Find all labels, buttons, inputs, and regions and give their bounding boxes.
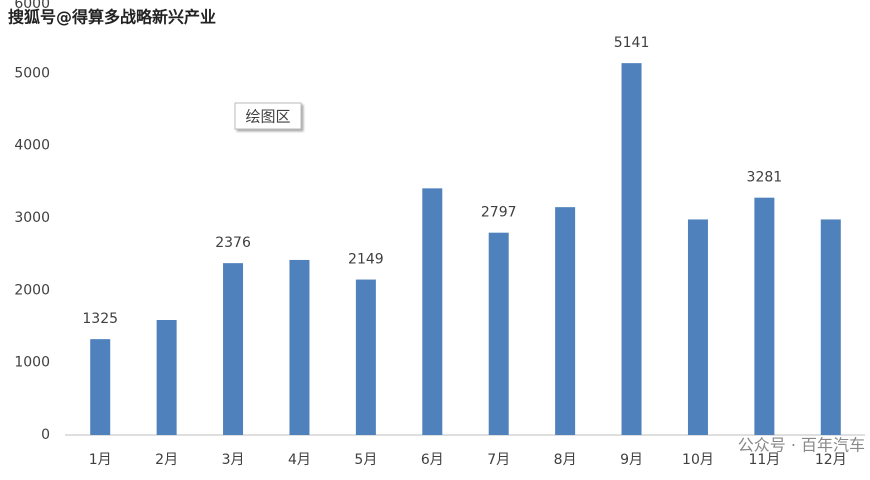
x-tick-label: 1月 (89, 452, 112, 468)
watermark: 搜狐号@得算多战略新兴产业 (8, 8, 216, 27)
bar (820, 219, 841, 435)
bar (223, 263, 244, 435)
bar (156, 319, 177, 435)
bar (90, 339, 111, 435)
bar (355, 279, 376, 435)
x-tick-label: 9月 (620, 452, 643, 468)
bar (754, 197, 775, 435)
x-tick-label: 3月 (222, 452, 245, 468)
x-tick-label: 10月 (682, 452, 714, 468)
watermark: 公众号 · 百年汽车 (738, 436, 865, 455)
data-label: 3281 (747, 170, 783, 186)
x-tick-label: 6月 (421, 452, 444, 468)
y-tick-label: 0 (41, 427, 50, 443)
x-tick-label: 8月 (554, 452, 577, 468)
bar (555, 207, 576, 435)
y-tick-label: 5000 (14, 65, 50, 81)
bar (621, 63, 642, 435)
data-label: 1325 (82, 311, 118, 327)
bar (289, 259, 310, 435)
data-label: 2149 (348, 252, 384, 268)
data-label: 2376 (215, 235, 251, 251)
tooltip-box (234, 102, 302, 130)
x-tick-label: 11月 (748, 452, 780, 468)
x-tick-label: 7月 (487, 452, 510, 468)
y-tick-label: 4000 (14, 138, 50, 154)
bar (488, 232, 509, 435)
tooltip: 绘图区 (245, 108, 290, 126)
y-tick-label: 3000 (14, 210, 50, 226)
x-tick-label: 5月 (354, 452, 377, 468)
data-label: 2797 (481, 205, 517, 221)
x-tick-label: 4月 (288, 452, 311, 468)
y-tick-label: 6000 (14, 0, 50, 12)
y-tick-label: 1000 (14, 355, 50, 371)
data-label: 5141 (614, 35, 650, 51)
bar (422, 188, 443, 435)
bar (687, 219, 708, 435)
x-tick-label: 12月 (815, 452, 847, 468)
x-tick-label: 2月 (155, 452, 178, 468)
y-tick-label: 2000 (14, 282, 50, 298)
